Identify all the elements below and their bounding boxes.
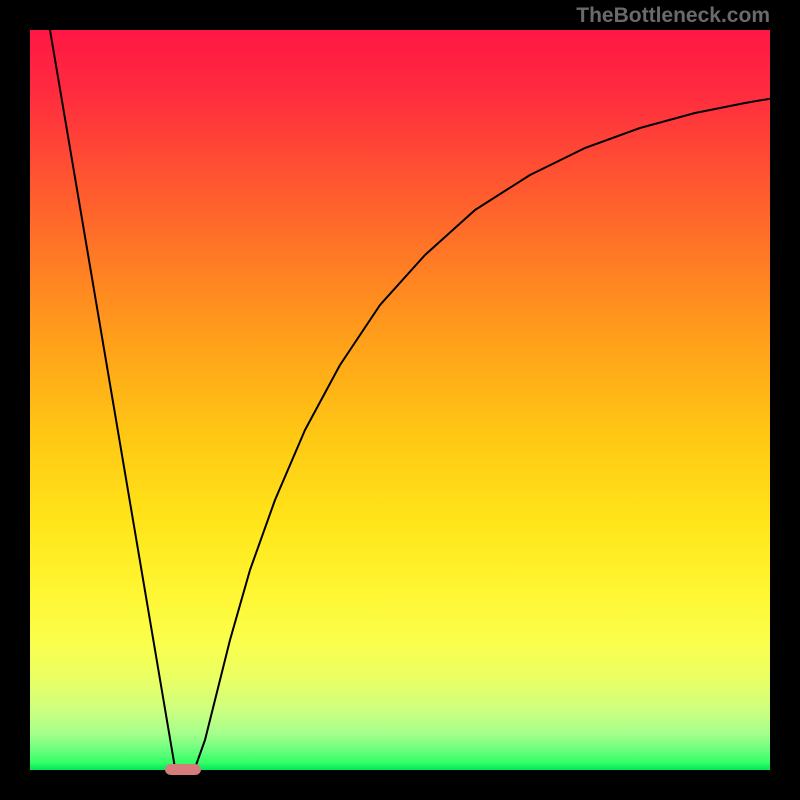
plot-background bbox=[30, 30, 770, 770]
watermark-text: TheBottleneck.com bbox=[576, 4, 770, 28]
chart-container: TheBottleneck.com bbox=[0, 0, 800, 800]
bottleneck-chart bbox=[0, 0, 800, 800]
optimal-marker bbox=[165, 764, 201, 775]
